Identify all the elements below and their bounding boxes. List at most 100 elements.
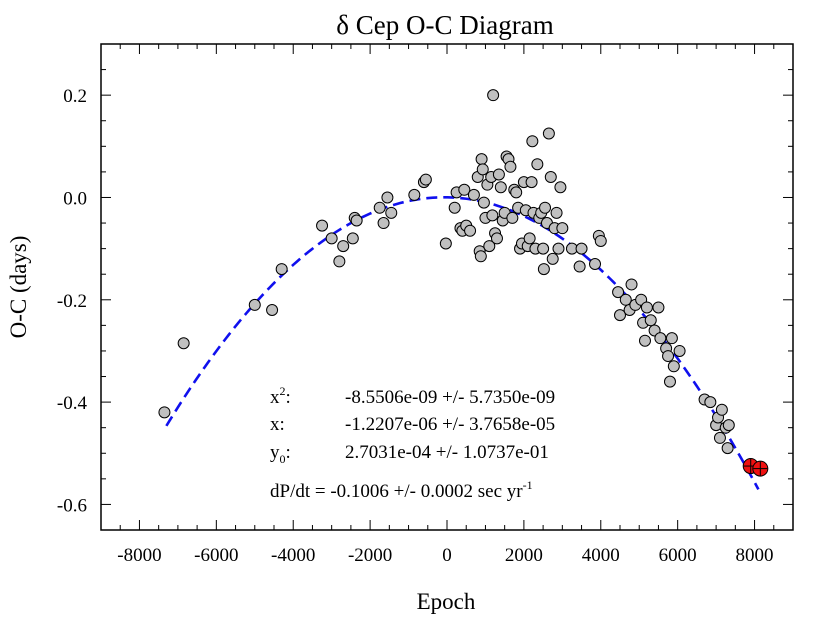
data-point [419,173,432,186]
annotation-y0-label: y0: [270,442,291,466]
data-point [552,242,565,255]
x-tick-label: -2000 [348,545,392,566]
x-tick-label: 2000 [505,545,543,566]
data-point [408,188,421,201]
data-point [665,332,678,345]
data-point [575,242,588,255]
data-point [373,201,386,214]
annotation-x-label: x: [270,414,285,435]
data-point [662,350,675,363]
data-point [477,196,490,209]
data-point [531,158,544,171]
fit-annotations: x2: -8.5506e-09 +/- 5.7350e-09 x: -1.220… [270,384,555,502]
data-point [537,242,550,255]
data-point [652,301,665,314]
data-point [715,403,728,416]
data-point [625,278,638,291]
data-point [550,206,563,219]
data-point [177,337,190,350]
data-point [619,293,632,306]
data-point [476,163,489,176]
data-point [539,201,552,214]
data-point [713,431,726,444]
plot-frame [100,43,794,531]
data-point [494,181,507,194]
data-point [475,153,488,166]
data-point [542,127,555,140]
data-point [589,257,602,270]
data-point [644,314,657,327]
x-tick-label: -4000 [271,545,315,566]
data-point [316,219,329,232]
data-point [275,263,288,276]
data-point [546,252,559,265]
data-point [350,214,363,227]
data-point [158,406,171,419]
y-tick-label: -0.6 [57,495,87,516]
annotation-x2-label: x2: [270,384,291,408]
x-tick-label: 6000 [659,545,697,566]
data-point [573,260,586,273]
annotation-dpdt: dP/dt = -0.1006 +/- 0.0002 sec yr-1 [270,478,533,502]
chart-title: δ Cep O-C Diagram [336,10,553,40]
recent-points [742,458,769,477]
data-point [594,234,607,247]
data-point [492,168,505,181]
data-point [333,255,346,268]
data-point [325,232,338,245]
data-point [654,332,667,345]
data-point [346,232,359,245]
data-point [673,344,686,357]
y-tick-label: 0.2 [63,86,87,107]
data-point [467,188,480,201]
data-point [556,222,569,235]
data-point [667,360,680,373]
data-point [612,286,625,299]
data-point [504,160,517,173]
data-point [526,135,539,148]
data-point [614,309,626,322]
data-point [537,263,550,276]
data-point [439,237,452,250]
x-tick-label: 0 [442,545,452,566]
data-point [464,224,477,237]
annotation-x-value: -1.2207e-06 +/- 3.7658e-05 [345,414,555,435]
axis-ticks: -8000 -6000 -4000 -2000 0 2000 4000 6000 8000 0.2… [57,43,794,566]
data-point [704,396,717,409]
data-point [525,176,538,189]
data-point [523,232,536,245]
data-points [158,89,735,455]
data-point [248,298,261,311]
data-point [266,304,279,317]
data-point [506,211,519,224]
data-point [721,442,734,455]
data-point [490,232,503,245]
data-point [486,209,499,222]
annotation-y0-value: 2.7031e-04 +/- 1.0737e-01 [345,442,549,463]
x-axis-label: Epoch [417,589,476,614]
data-point [377,217,390,230]
y-tick-label: -0.4 [57,393,88,414]
y-tick-label: 0.0 [63,188,87,209]
x-tick-label: 8000 [736,545,774,566]
data-point [554,181,567,194]
data-point [458,183,471,196]
data-point [722,419,735,432]
data-point [337,240,350,253]
x-tick-label: -6000 [194,545,238,566]
data-point [483,240,496,253]
data-point [381,191,394,204]
x-tick-label: 4000 [582,545,620,566]
data-point [448,201,461,214]
data-point [510,186,523,199]
data-point [640,301,653,314]
data-point [474,250,487,263]
data-point [487,89,500,102]
y-axis-label: O-C (days) [6,236,31,339]
x-tick-label: -8000 [117,545,161,566]
data-point [663,375,676,388]
annotation-x2-value: -8.5506e-09 +/- 5.7350e-09 [345,387,555,408]
data-point [385,206,398,219]
y-tick-label: -0.2 [57,291,87,312]
